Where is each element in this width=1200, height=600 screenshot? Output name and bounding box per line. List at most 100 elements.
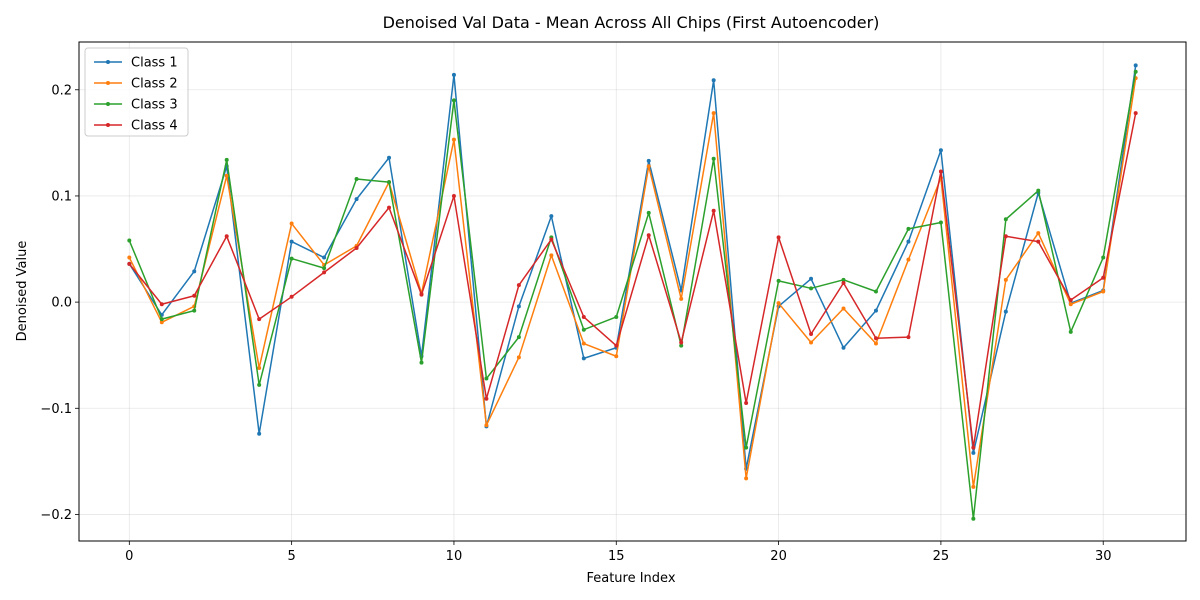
data-point (581, 327, 586, 332)
data-point (711, 208, 716, 213)
data-point (257, 382, 262, 387)
legend-item: Class 4 (94, 119, 178, 134)
data-point (224, 157, 229, 162)
data-point (906, 226, 911, 231)
data-point (451, 72, 456, 77)
x-tick-label: 25 (933, 549, 950, 564)
x-tick-label: 15 (608, 549, 625, 564)
data-point (1036, 231, 1041, 236)
y-axis-label: Denoised Value (15, 241, 30, 342)
series-line (128, 71, 1137, 520)
data-point (679, 343, 684, 348)
data-point (971, 450, 976, 455)
data-point (711, 78, 716, 83)
data-point (581, 356, 586, 361)
legend-box (84, 47, 189, 137)
data-point (484, 376, 489, 381)
data-point (289, 221, 294, 226)
data-point (451, 98, 456, 103)
y-tick-label: 0.0 (51, 296, 72, 311)
data-point (451, 137, 456, 142)
data-point (971, 516, 976, 521)
data-point (549, 253, 554, 258)
data-point (549, 237, 554, 242)
data-point (1133, 69, 1138, 74)
data-point (873, 289, 878, 294)
data-point (387, 180, 392, 185)
legend-item: Class 3 (94, 98, 178, 113)
legend-marker (106, 102, 110, 106)
data-point (938, 220, 943, 225)
data-point (744, 400, 749, 405)
legend-marker (106, 81, 110, 85)
data-point (614, 343, 619, 348)
data-point (387, 155, 392, 160)
data-point (354, 176, 359, 181)
y-axis-ticks: −0.2 −0.1 0.0 0.1 0.2 (40, 83, 79, 523)
legend-label: Class 2 (131, 77, 178, 92)
data-point (1003, 309, 1008, 314)
x-axis-label: Feature Index (586, 571, 675, 586)
data-point (744, 476, 749, 481)
legend: Class 1 Class 2 Class 3 Class 4 (84, 47, 189, 137)
data-point (841, 277, 846, 282)
data-point (938, 169, 943, 174)
x-tick-label: 0 (125, 549, 133, 564)
data-point (711, 156, 716, 161)
series-3 (127, 69, 1138, 521)
data-point (289, 294, 294, 299)
data-point (1101, 275, 1106, 280)
data-point (809, 340, 814, 345)
data-point (1068, 329, 1073, 334)
y-tick-label: −0.1 (40, 402, 72, 417)
data-point (646, 233, 651, 238)
data-point (289, 239, 294, 244)
data-point (127, 255, 132, 260)
data-point (1068, 297, 1073, 302)
data-point (1036, 239, 1041, 244)
data-point (906, 335, 911, 340)
data-point (809, 286, 814, 291)
data-point (516, 283, 521, 288)
series-line (128, 112, 1137, 449)
data-point (1003, 234, 1008, 239)
data-point (1133, 63, 1138, 68)
data-point (581, 314, 586, 319)
legend-item: Class 1 (94, 56, 178, 71)
data-point (1036, 188, 1041, 193)
data-point (971, 445, 976, 450)
data-point (419, 292, 424, 297)
data-point (1003, 217, 1008, 222)
x-tick-label: 10 (446, 549, 463, 564)
series-lines (127, 63, 1138, 521)
data-point (257, 431, 262, 436)
data-point (159, 317, 164, 322)
axes-frame (78, 41, 1187, 542)
data-point (1003, 277, 1008, 282)
data-point (354, 197, 359, 202)
data-point (192, 308, 197, 313)
data-point (257, 317, 262, 322)
data-point (809, 276, 814, 281)
data-point (322, 270, 327, 275)
data-point (1101, 255, 1106, 260)
data-point (484, 396, 489, 401)
data-point (679, 340, 684, 345)
data-point (322, 255, 327, 260)
data-point (614, 314, 619, 319)
legend-label: Class 1 (131, 56, 178, 71)
data-point (1068, 302, 1073, 307)
data-point (873, 336, 878, 341)
chart-title: Denoised Val Data - Mean Across All Chip… (383, 13, 880, 32)
data-point (419, 360, 424, 365)
series-4 (127, 111, 1138, 450)
data-point (516, 335, 521, 340)
data-point (906, 239, 911, 244)
x-axis-ticks: 0 5 10 15 20 25 30 (125, 541, 1111, 564)
data-point (354, 245, 359, 250)
data-point (744, 445, 749, 450)
data-point (127, 238, 132, 243)
data-point (841, 345, 846, 350)
data-point (841, 306, 846, 311)
